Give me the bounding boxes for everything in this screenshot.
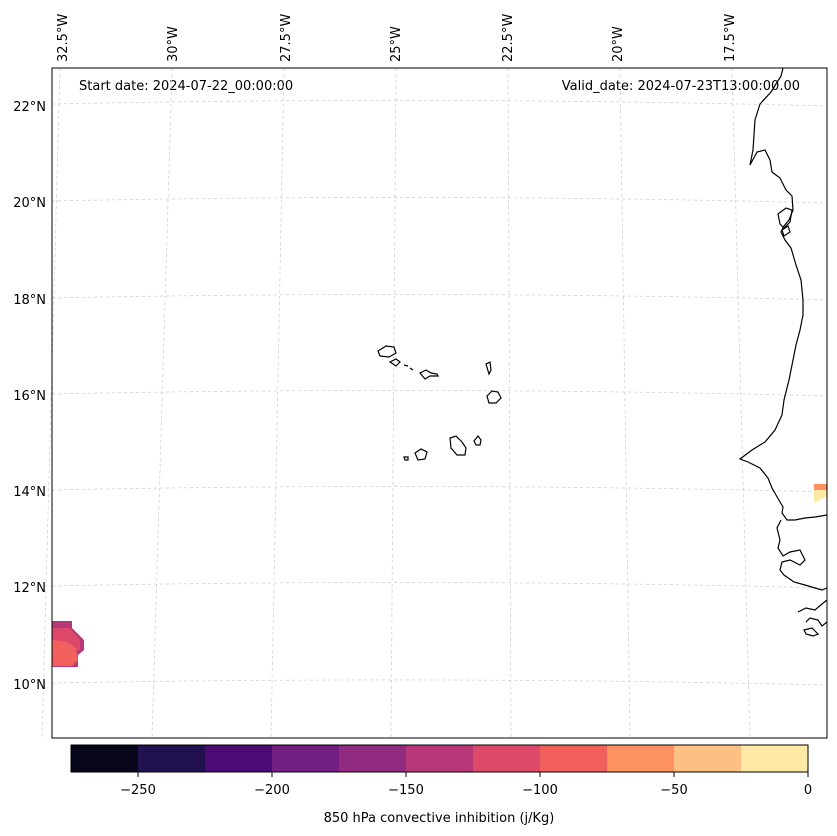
lon-label-30w: 30°W	[166, 26, 181, 62]
colorbar-bin-8	[607, 745, 675, 772]
colorbar-bin-2	[205, 745, 273, 772]
valid-date-label: Valid_date: 2024-07-23T13:00:00.00	[562, 79, 800, 94]
lat-label-20n: 20°N	[13, 196, 46, 211]
lon-label-32-5w: 32.5°W	[56, 14, 71, 62]
colorbar	[71, 745, 809, 772]
lon-label-25w: 25°W	[389, 26, 404, 62]
lat-label-10n: 10°N	[13, 678, 46, 693]
lon-label-22-5w: 22.5°W	[501, 14, 516, 62]
start-date-label: Start date: 2024-07-22_00:00:00	[79, 79, 293, 94]
cbar-tick-minus150: −150	[388, 783, 424, 798]
lat-label-22n: 22°N	[13, 100, 46, 115]
lat-label-18n: 18°N	[13, 293, 46, 308]
lon-label-17-5w: 17.5°W	[723, 14, 738, 62]
colorbar-bin-0	[71, 745, 139, 772]
coastline-cape-verde	[377, 345, 502, 461]
colorbar-bin-4	[339, 745, 407, 772]
colorbar-bin-1	[138, 745, 206, 772]
lat-label-16n: 16°N	[13, 389, 46, 404]
colorbar-frame	[70, 744, 809, 773]
colorbar-bin-10	[741, 745, 809, 772]
longitude-gridlines	[41, 67, 751, 739]
colorbar-ticks	[137, 772, 809, 777]
colorbar-bin-6	[473, 745, 541, 772]
cin-field	[52, 484, 827, 667]
colorbar-tick-labels: −250 −200 −150 −100 −50 0	[120, 783, 812, 798]
latitude-gridlines	[51, 100, 828, 686]
colorbar-label: 850 hPa convective inhibition (j/Kg)	[324, 811, 555, 826]
cbar-tick-minus50: −50	[660, 783, 687, 798]
map-area	[52, 68, 827, 738]
colorbar-bin-9	[674, 745, 742, 772]
latitude-labels: 22°N 20°N 18°N 16°N 14°N 12°N 10°N	[13, 100, 46, 693]
colorbar-bin-5	[406, 745, 474, 772]
colorbar-bin-3	[272, 745, 340, 772]
lat-label-12n: 12°N	[13, 581, 46, 596]
cbar-tick-0: 0	[804, 783, 812, 798]
longitude-labels: 32.5°W 30°W 27.5°W 25°W 22.5°W 20°W 17.5…	[56, 14, 738, 62]
lon-label-27-5w: 27.5°W	[279, 14, 294, 62]
cbar-tick-minus250: −250	[120, 783, 156, 798]
cbar-tick-minus200: −200	[254, 783, 290, 798]
colorbar-bin-7	[540, 745, 608, 772]
lat-label-14n: 14°N	[13, 485, 46, 500]
map-frame	[51, 67, 828, 739]
lon-label-20w: 20°W	[611, 26, 626, 62]
cbar-tick-minus100: −100	[522, 783, 558, 798]
coastline-africa	[738, 67, 828, 637]
